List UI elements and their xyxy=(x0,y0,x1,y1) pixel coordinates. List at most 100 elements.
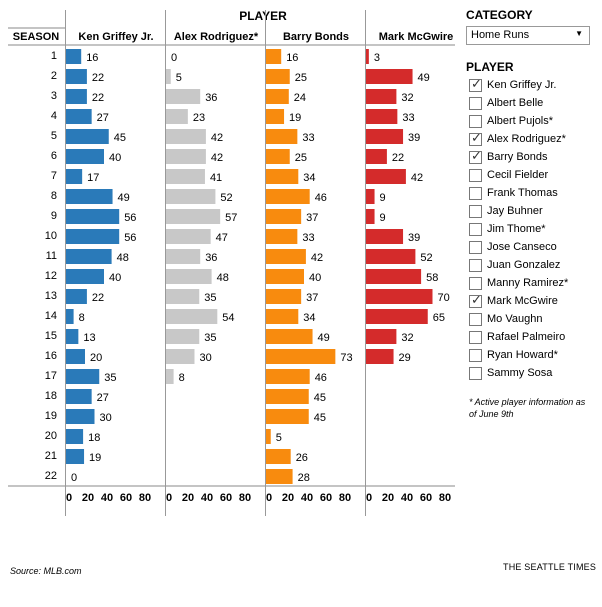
bar-value-label: 33 xyxy=(302,232,314,244)
bar-value-label: 56 xyxy=(124,212,136,224)
bar-value-label: 27 xyxy=(97,112,109,124)
player-option-label: Sammy Sosa xyxy=(487,367,553,379)
bar-value-label: 16 xyxy=(286,52,298,64)
bar-value-label: 22 xyxy=(92,292,104,304)
bar xyxy=(166,69,171,84)
x-tick-label: 0 xyxy=(266,492,272,504)
player-option-ken-griffey-jr[interactable]: ✓ Ken Griffey Jr. xyxy=(469,76,568,94)
bar-value-label: 42 xyxy=(411,172,423,184)
bar xyxy=(66,249,112,264)
x-tick-label: 60 xyxy=(120,492,132,504)
bar-value-label: 39 xyxy=(408,232,420,244)
player-checkbox[interactable]: ✓ xyxy=(469,293,482,308)
bar xyxy=(66,449,85,464)
category-select[interactable]: Home Runs ▼ xyxy=(466,26,590,45)
bar xyxy=(66,349,85,364)
player-option-albert-belle[interactable]: Albert Belle xyxy=(469,94,568,112)
season-label: 18 xyxy=(45,390,57,402)
bar-value-label: 49 xyxy=(118,192,130,204)
bar-value-label: 26 xyxy=(296,452,308,464)
player-checkbox[interactable] xyxy=(469,348,482,362)
player-option-jim-thome[interactable]: Jim Thome* xyxy=(469,220,568,238)
bar-value-label: 0 xyxy=(71,472,77,484)
bar xyxy=(266,89,289,104)
bar xyxy=(166,89,201,104)
player-option-mark-mcgwire[interactable]: ✓ Mark McGwire xyxy=(469,292,568,310)
bar xyxy=(166,309,218,324)
player-header: Mark McGwire xyxy=(379,31,454,43)
player-checkbox[interactable] xyxy=(469,168,482,182)
checkmark-icon: ✓ xyxy=(471,129,482,145)
bar-value-label: 73 xyxy=(340,352,352,364)
player-option-juan-gonzalez[interactable]: Juan Gonzalez xyxy=(469,256,568,274)
player-option-albert-pujols[interactable]: Albert Pujols* xyxy=(469,112,568,130)
bar xyxy=(66,49,82,64)
bar xyxy=(166,129,206,144)
bar xyxy=(266,289,302,304)
player-checkbox[interactable] xyxy=(469,204,482,218)
bar xyxy=(166,149,206,164)
bar-value-label: 5 xyxy=(176,72,182,84)
bar-value-label: 16 xyxy=(86,52,98,64)
bar xyxy=(66,209,120,224)
player-checkbox[interactable] xyxy=(469,114,482,128)
player-option-cecil-fielder[interactable]: Cecil Fielder xyxy=(469,166,568,184)
bar-value-label: 49 xyxy=(418,72,430,84)
player-option-frank-thomas[interactable]: Frank Thomas xyxy=(469,184,568,202)
bar-value-label: 47 xyxy=(216,232,228,244)
bar xyxy=(166,209,221,224)
player-option-barry-bonds[interactable]: ✓ Barry Bonds xyxy=(469,148,568,166)
bar xyxy=(366,89,397,104)
bar-value-label: 42 xyxy=(211,152,223,164)
season-label: 22 xyxy=(45,470,57,482)
player-option-alex-rodriguez[interactable]: ✓ Alex Rodriguez* xyxy=(469,130,568,148)
player-checkbox[interactable] xyxy=(469,276,482,290)
bar-value-label: 45 xyxy=(314,392,326,404)
bar xyxy=(266,189,310,204)
bar-value-label: 19 xyxy=(89,452,101,464)
bar xyxy=(166,189,216,204)
bar xyxy=(366,289,433,304)
bar xyxy=(266,169,299,184)
bar xyxy=(266,149,290,164)
bar xyxy=(266,409,309,424)
bar xyxy=(366,49,369,64)
player-checkbox[interactable] xyxy=(469,258,482,272)
player-option-jose-canseco[interactable]: Jose Canseco xyxy=(469,238,568,256)
player-option-label: Albert Pujols* xyxy=(487,115,554,127)
player-checkbox[interactable] xyxy=(469,186,482,200)
season-label: 8 xyxy=(51,190,57,202)
player-option-mo-vaughn[interactable]: Mo Vaughn xyxy=(469,310,568,328)
player-checkbox[interactable] xyxy=(469,330,482,344)
footnote: * Active player information as of June 9… xyxy=(469,397,586,418)
bar xyxy=(66,89,87,104)
player-checkbox[interactable] xyxy=(469,240,482,254)
player-checkbox[interactable] xyxy=(469,366,482,380)
player-option-sammy-sosa[interactable]: Sammy Sosa xyxy=(469,364,568,382)
player-option-label: Mark McGwire xyxy=(487,295,558,307)
checkmark-icon: ✓ xyxy=(471,147,482,163)
bar xyxy=(366,329,397,344)
row-header: SEASON xyxy=(13,31,60,43)
player-checkbox[interactable]: ✓ xyxy=(469,129,482,146)
player-option-ryan-howard[interactable]: Ryan Howard* xyxy=(469,346,568,364)
player-option-rafael-palmeiro[interactable]: Rafael Palmeiro xyxy=(469,328,568,346)
x-tick-label: 60 xyxy=(220,492,232,504)
bar-value-label: 8 xyxy=(79,312,85,324)
player-checkbox[interactable]: ✓ xyxy=(469,147,482,164)
bar xyxy=(66,149,104,164)
player-option-jay-buhner[interactable]: Jay Buhner xyxy=(469,202,568,220)
x-tick-label: 40 xyxy=(101,492,113,504)
player-header: Barry Bonds xyxy=(283,31,349,43)
player-checkbox[interactable] xyxy=(469,222,482,236)
bar xyxy=(166,329,200,344)
player-checkbox[interactable] xyxy=(469,312,482,326)
player-option-manny-ramirez[interactable]: Manny Ramirez* xyxy=(469,274,568,292)
dropdown-arrow-icon[interactable]: ▼ xyxy=(575,29,583,38)
bar-value-label: 35 xyxy=(204,332,216,344)
bar-value-label: 33 xyxy=(402,112,414,124)
player-header: Alex Rodriguez* xyxy=(174,31,259,43)
player-checkbox[interactable]: ✓ xyxy=(469,77,482,92)
player-checkbox[interactable] xyxy=(469,96,482,110)
player-option-label: Albert Belle xyxy=(487,97,544,109)
